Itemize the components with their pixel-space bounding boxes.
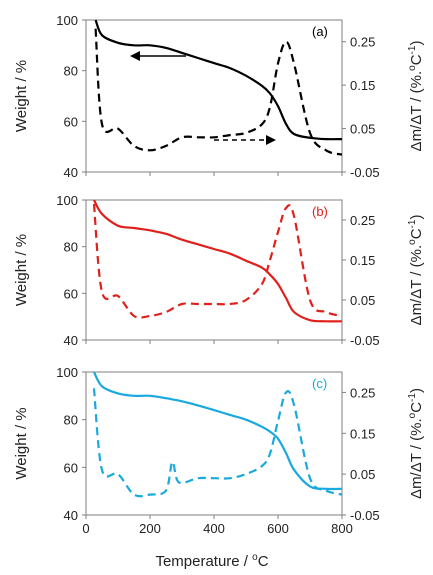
x-axis-label-unit: C [258, 553, 269, 570]
left-axis-label: Weight / % [13, 234, 30, 306]
left-tick-label: 60 [64, 114, 78, 129]
panel-label: (a) [312, 24, 328, 39]
x-axis-label: Temperature / oC [155, 552, 268, 570]
weight-series-line [93, 372, 342, 491]
right-tick-label: 0.05 [350, 467, 375, 482]
right-axis-label: Δm/ΔT / (%.oC-1) [407, 215, 425, 326]
right-tick-label: 0.15 [350, 78, 375, 93]
left-tick-label: 40 [64, 333, 78, 348]
right-tick-label: -0.05 [350, 508, 380, 523]
right-tick-label: 0.05 [350, 293, 375, 308]
left-tick-label: 100 [56, 193, 78, 208]
left-tick-label: 80 [64, 413, 78, 428]
left-tick-label: 60 [64, 460, 78, 475]
right-axis-label: Δm/ΔT / (%.oC-1) [407, 388, 425, 499]
right-tick-label: 0.25 [350, 213, 375, 228]
left-tick-label: 80 [64, 64, 78, 79]
left-tick-label: 40 [64, 165, 78, 180]
right-tick-label: 0.25 [350, 385, 375, 400]
panel-label: (c) [312, 376, 327, 391]
left-tick-label: 100 [56, 13, 78, 28]
left-arrow-head [130, 51, 140, 61]
x-axis-label-main: Temperature / [155, 553, 252, 570]
x-tick-label: 800 [331, 521, 353, 536]
x-tick-label: 400 [203, 521, 225, 536]
x-axis-label-degree: o [252, 552, 258, 563]
left-tick-label: 60 [64, 286, 78, 301]
x-tick-label: 600 [267, 521, 289, 536]
left-tick-label: 100 [56, 365, 78, 380]
weight-series-line [94, 20, 342, 141]
right-tick-label: 0.05 [350, 122, 375, 137]
left-tick-label: 40 [64, 508, 78, 523]
left-tick-label: 80 [64, 240, 78, 255]
weight-series-line [93, 200, 342, 323]
right-arrow-head [266, 135, 276, 145]
left-axis-label: Weight / % [13, 60, 30, 132]
dtg-series-line [92, 388, 342, 498]
x-tick-label: 0 [82, 521, 89, 536]
left-axis-label: Weight / % [13, 407, 30, 479]
right-tick-label: -0.05 [350, 333, 380, 348]
panel-label: (b) [312, 204, 328, 219]
right-axis-label: Δm/ΔT / (%.oC-1) [407, 41, 425, 152]
x-tick-label: 200 [139, 521, 161, 536]
right-tick-label: 0.15 [350, 253, 375, 268]
dtg-series-line [92, 203, 342, 319]
right-tick-label: 0.25 [350, 35, 375, 50]
plot-frame-2 [85, 371, 343, 516]
dtg-series-line [94, 28, 342, 156]
plot-frame-0 [85, 19, 343, 173]
right-tick-label: -0.05 [350, 165, 380, 180]
right-tick-label: 0.15 [350, 426, 375, 441]
